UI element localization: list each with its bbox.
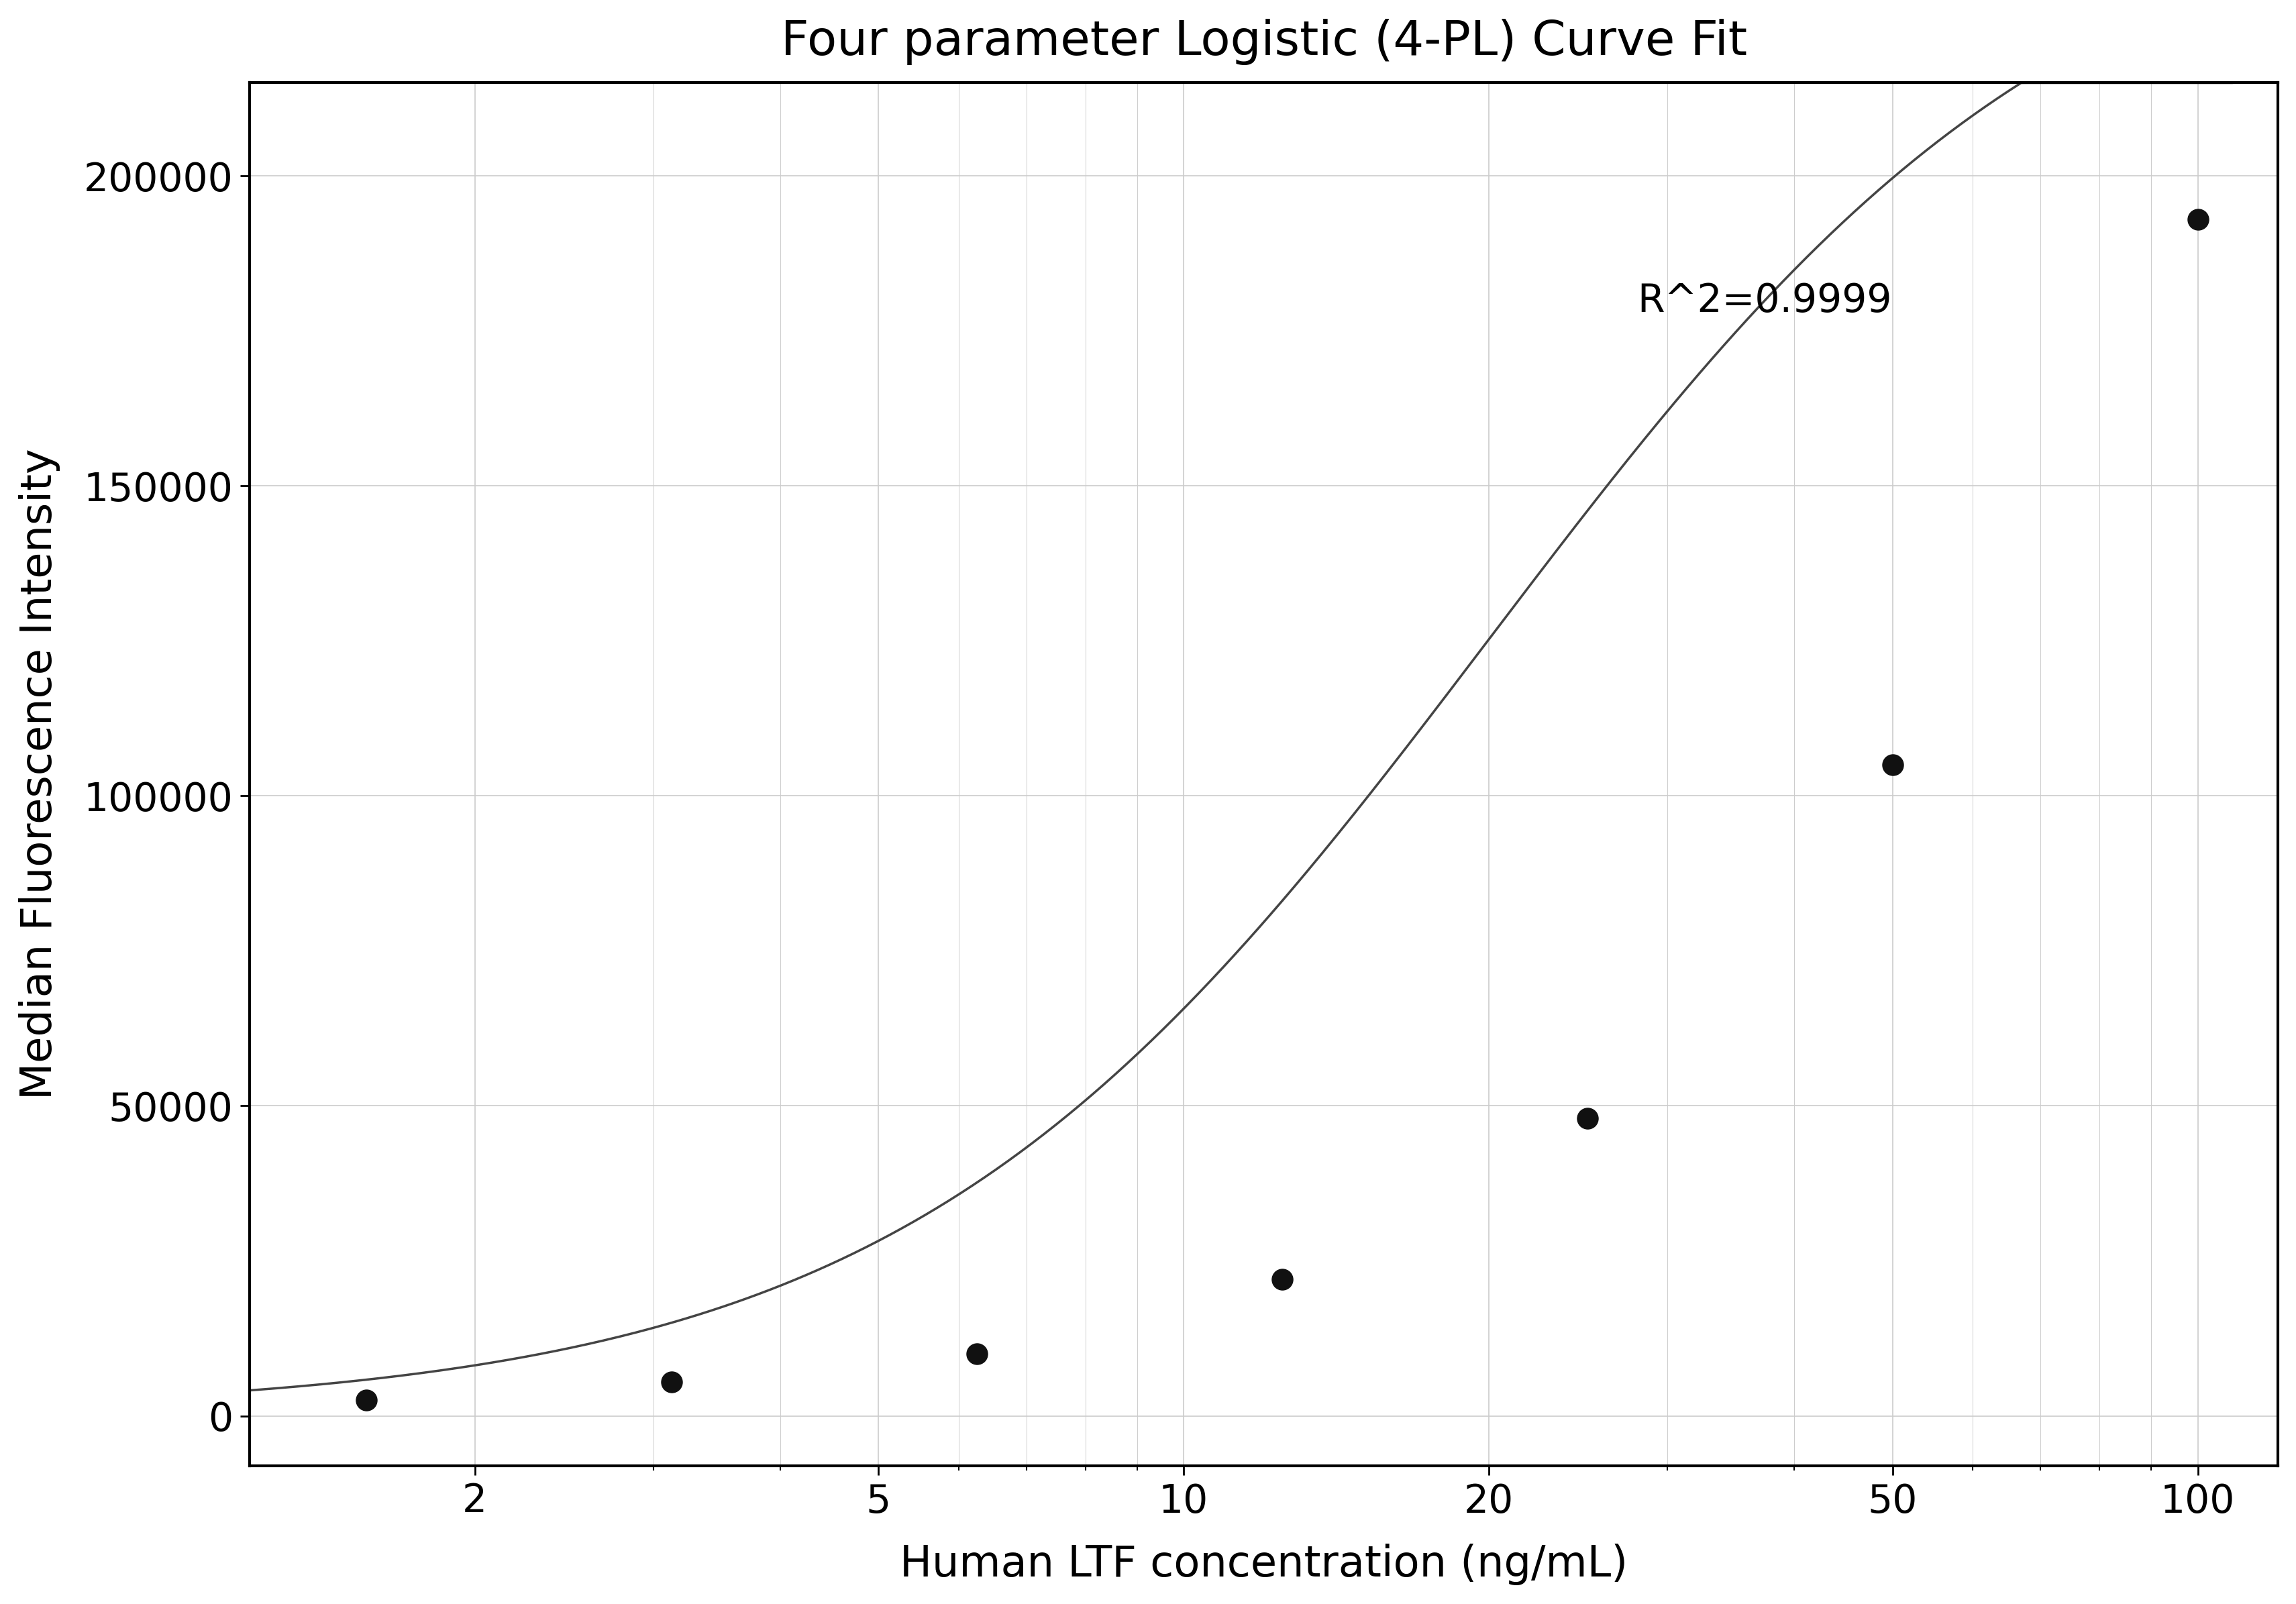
Point bbox=[2179, 207, 2216, 233]
Point bbox=[652, 1368, 689, 1394]
X-axis label: Human LTF concentration (ng/mL): Human LTF concentration (ng/mL) bbox=[900, 1543, 1628, 1585]
Title: Four parameter Logistic (4-PL) Curve Fit: Four parameter Logistic (4-PL) Curve Fit bbox=[781, 19, 1747, 64]
Point bbox=[957, 1341, 994, 1367]
Point bbox=[1263, 1267, 1300, 1293]
Point bbox=[1874, 752, 1910, 778]
Point bbox=[347, 1387, 383, 1413]
Text: R^2=0.9999: R^2=0.9999 bbox=[1637, 282, 1892, 321]
Y-axis label: Median Fluorescence Intensity: Median Fluorescence Intensity bbox=[18, 449, 60, 1100]
Point bbox=[1568, 1105, 1605, 1131]
